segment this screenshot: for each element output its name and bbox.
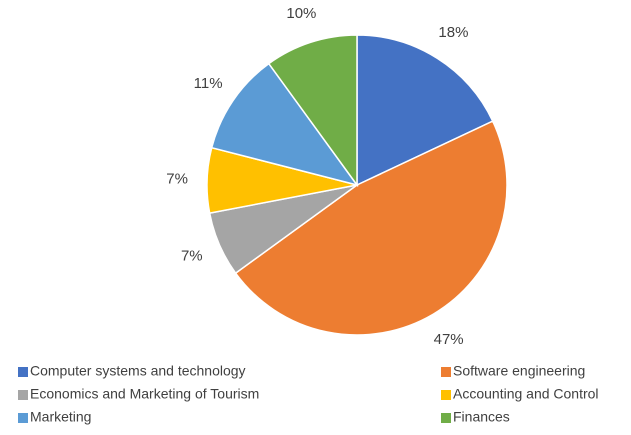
legend-swatch (18, 367, 28, 377)
legend-label: Marketing (30, 409, 91, 425)
data-label: 11% (194, 75, 223, 92)
pie-slice (267, 34, 358, 188)
legend-swatch (441, 390, 451, 400)
pie-slice (356, 34, 494, 187)
legend-swatch (18, 390, 28, 400)
data-label: 7% (166, 170, 188, 187)
legend-label: Software engineering (453, 363, 585, 379)
data-label: 47% (434, 331, 464, 348)
data-label: 18% (438, 24, 468, 41)
legend-label: Finances (453, 409, 510, 425)
data-label: 10% (286, 5, 316, 22)
pie-slice (234, 120, 508, 336)
legend-label: Computer systems and technology (30, 363, 246, 379)
legend-swatch (18, 413, 28, 423)
pie-slice (210, 62, 359, 187)
legend-swatch (441, 367, 451, 377)
data-label: 7% (181, 247, 203, 264)
legend-label: Economics and Marketing of Tourism (30, 386, 259, 402)
legend-swatch (441, 413, 451, 423)
legend-label: Accounting and Control (453, 386, 599, 402)
